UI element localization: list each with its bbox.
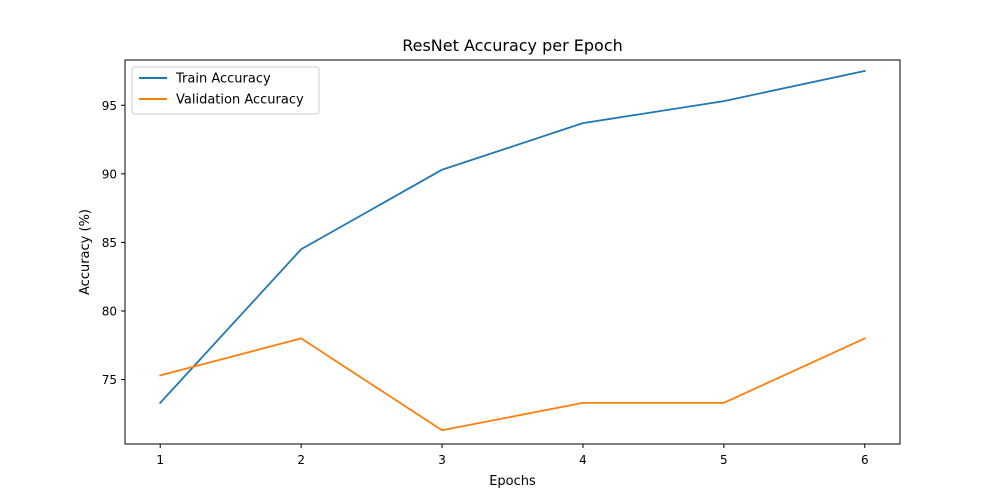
x-tick-label-2: 3 xyxy=(438,453,446,467)
chart-title: ResNet Accuracy per Epoch xyxy=(402,36,623,55)
legend-label-train: Train Accuracy xyxy=(175,72,271,87)
x-tick-label-1: 2 xyxy=(297,453,305,467)
x-axis-label: Epochs xyxy=(489,474,536,489)
y-tick-label-0: 75 xyxy=(102,373,117,387)
x-tick-label-4: 5 xyxy=(720,453,728,467)
legend-label-validation: Validation Accuracy xyxy=(176,93,304,108)
x-tick-label-3: 4 xyxy=(579,453,587,467)
y-tick-label-2: 85 xyxy=(102,236,117,250)
x-tick-label-5: 6 xyxy=(861,453,869,467)
y-tick-label-4: 95 xyxy=(102,99,117,113)
legend: Train Accuracy Validation Accuracy xyxy=(132,67,319,114)
x-tick-label-0: 1 xyxy=(156,453,164,467)
y-axis-label: Accuracy (%) xyxy=(78,209,93,295)
y-tick-label-1: 80 xyxy=(102,304,117,318)
y-tick-label-3: 90 xyxy=(102,167,117,181)
